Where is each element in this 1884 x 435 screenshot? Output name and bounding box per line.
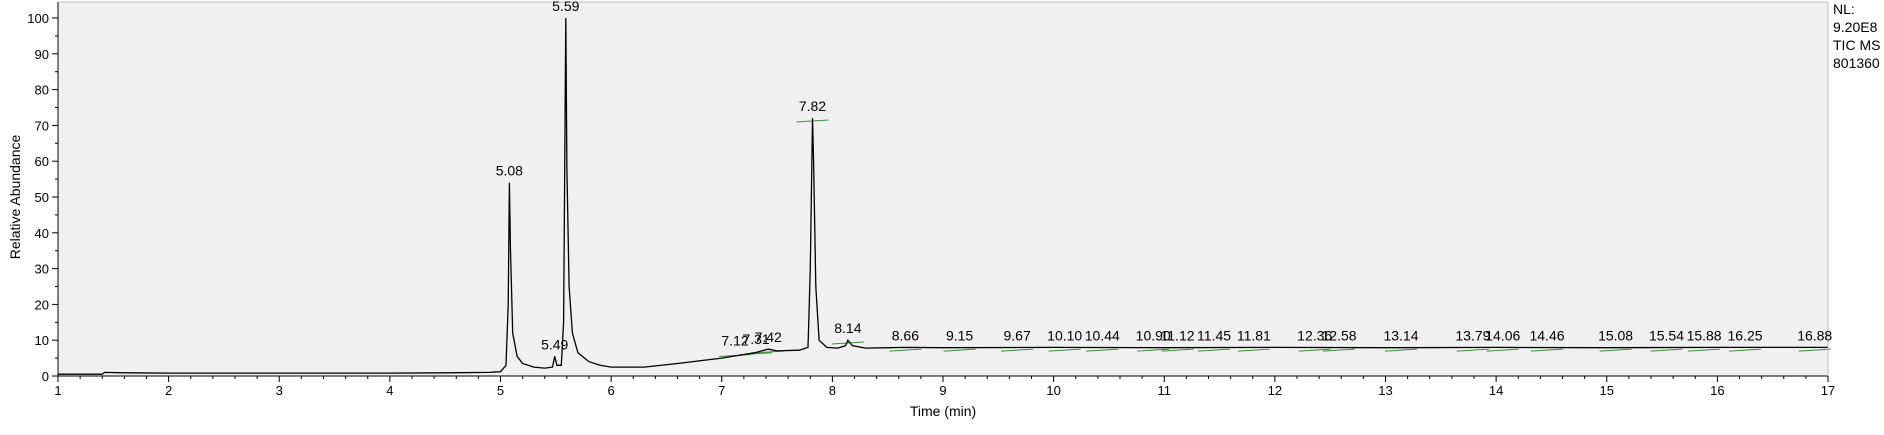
peak-label: 11.45	[1197, 327, 1231, 343]
peak-label: 5.49	[541, 336, 568, 352]
peak-label: 7.31	[742, 331, 769, 347]
y-tick-label: 70	[35, 118, 49, 133]
baseline-segment	[1323, 348, 1356, 352]
x-tick-label: 5	[497, 383, 504, 398]
peak-label: 15.54	[1649, 327, 1684, 343]
baseline-segment	[1048, 348, 1081, 352]
peak-label: 8.66	[892, 327, 919, 343]
y-axis-title: Relative Abundance	[7, 135, 23, 260]
peak-label: 10.10	[1047, 327, 1082, 343]
nl-info-block: NL: 9.20E8 TIC MS 801360	[1833, 1, 1880, 71]
y-tick-label: 20	[35, 297, 49, 312]
x-tick-label: 4	[386, 383, 393, 398]
peak-label: 9.67	[1003, 327, 1030, 343]
x-tick-label: 12	[1268, 383, 1282, 398]
peak-labels: 5.08 5.49 5.59 7.127.317.42 7.82 8.14 8.66 9.15…	[496, 0, 1833, 352]
x-tick-label: 1	[54, 383, 61, 398]
baseline-segment	[1137, 348, 1170, 352]
x-tick-label: 6	[608, 383, 615, 398]
x-tick-label: 8	[829, 383, 836, 398]
peak-label: 5.08	[496, 163, 523, 179]
peak-label: 15.08	[1598, 327, 1633, 343]
baseline-segment	[1798, 348, 1831, 352]
y-tick-label: 90	[35, 47, 49, 62]
baseline-segment	[1599, 348, 1632, 352]
y-tick-label: 100	[27, 11, 49, 26]
x-tick-label: 3	[276, 383, 283, 398]
x-axis-title: Time (min)	[910, 403, 976, 419]
peak-label: 16.88	[1797, 327, 1832, 343]
x-tick-label: 15	[1600, 383, 1614, 398]
y-tick-label: 0	[42, 369, 49, 384]
peak-label: 7.12	[721, 333, 748, 349]
x-tick-label: 10	[1046, 383, 1060, 398]
baseline-segment	[1456, 348, 1489, 352]
y-tick-label: 10	[35, 333, 49, 348]
peak-label: 11.12	[1161, 327, 1195, 343]
baseline-segment	[1384, 348, 1418, 352]
baseline-segment	[1688, 348, 1721, 352]
baseline-segment	[1161, 348, 1194, 352]
y-tick-label: 50	[35, 190, 49, 205]
x-tick-label: 16	[1710, 383, 1724, 398]
baseline-segment	[1486, 348, 1519, 352]
baseline-segment	[1001, 348, 1034, 352]
baseline-segment	[943, 348, 976, 352]
x-tick-label: 9	[939, 383, 946, 398]
peak-label: 13.79	[1455, 327, 1490, 343]
peak-label: 11.81	[1237, 327, 1271, 343]
peak-label: 10.44	[1085, 327, 1120, 343]
y-tick-label: 60	[35, 154, 49, 169]
peak-label: 14.46	[1529, 327, 1564, 343]
x-tick-label: 13	[1378, 383, 1392, 398]
peak-label: 16.25	[1728, 327, 1763, 343]
plot-area	[58, 2, 1828, 376]
baseline-segment	[1650, 348, 1683, 352]
series-line-tic	[58, 17, 1828, 375]
tick-labels: 1 2 3 4 5 6 7 8 9 10 11 12 13 14 15 16 17010203040506070…	[27, 11, 1835, 398]
baseline-segment	[1298, 348, 1331, 352]
y-tick-label: 40	[35, 226, 49, 241]
peak-label: 5.59	[552, 0, 579, 14]
baseline-segment	[1530, 348, 1564, 352]
nl-info-line: 9.20E8	[1833, 19, 1878, 35]
x-tick-label: 11	[1158, 383, 1172, 398]
peak-label: 14.06	[1485, 327, 1520, 343]
x-tick-label: 17	[1821, 383, 1835, 398]
baseline-segment	[1086, 348, 1119, 352]
x-tick-label: 14	[1489, 383, 1503, 398]
baseline-segment	[1729, 348, 1762, 352]
peak-label: 8.14	[834, 320, 861, 336]
peak-label: 13.14	[1383, 327, 1418, 343]
peak-label: 12.36	[1297, 327, 1332, 343]
baseline-segment	[1198, 348, 1231, 352]
peak-label: 9.15	[946, 327, 973, 343]
y-tick-label: 80	[35, 83, 49, 98]
peak-label: 10.90	[1136, 327, 1171, 343]
y-tick-label: 30	[35, 262, 49, 277]
peak-label: 12.58	[1322, 327, 1357, 343]
baseline-segment	[1237, 348, 1270, 352]
baseline-segment	[889, 348, 922, 352]
nl-info-line: 801360	[1833, 55, 1880, 71]
peak-label: 7.42	[755, 329, 782, 345]
baseline-segment	[831, 341, 864, 345]
nl-info-line: NL:	[1833, 1, 1855, 17]
baseline-layer	[718, 119, 1831, 358]
x-tick-label: 2	[165, 383, 172, 398]
x-tick-label: 7	[718, 383, 725, 398]
peak-label: 7.82	[799, 98, 826, 114]
nl-info-line: TIC MS	[1833, 37, 1880, 53]
peak-label: 15.88	[1687, 327, 1722, 343]
